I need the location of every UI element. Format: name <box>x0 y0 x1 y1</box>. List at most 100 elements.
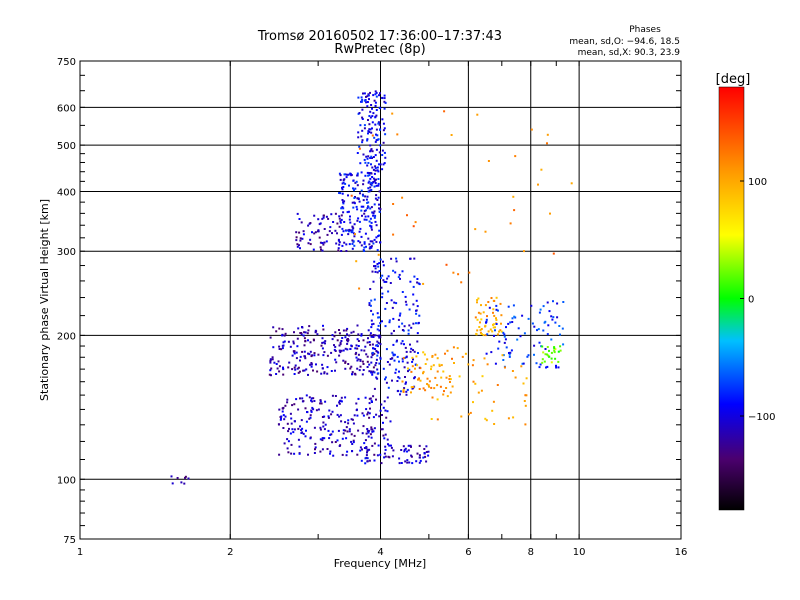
data-point <box>341 337 344 339</box>
y-tick-label: 75 <box>63 535 76 546</box>
data-point <box>377 351 380 354</box>
data-point <box>383 127 386 130</box>
data-point <box>298 452 301 455</box>
data-point <box>502 354 505 357</box>
y-axis-label: Stationary phase Virtual Height [km] <box>38 199 51 401</box>
data-point <box>300 333 303 336</box>
data-point <box>547 324 550 327</box>
data-point <box>407 367 409 370</box>
data-point <box>384 455 387 458</box>
data-point <box>559 333 561 336</box>
data-point <box>543 321 546 324</box>
data-point <box>370 131 373 134</box>
data-point <box>280 417 282 420</box>
data-point <box>375 398 377 401</box>
data-point <box>356 174 359 177</box>
data-point <box>492 311 494 314</box>
data-point <box>490 297 493 299</box>
data-point <box>281 347 284 350</box>
data-point <box>339 174 342 177</box>
data-point <box>308 396 311 399</box>
data-point <box>399 390 402 393</box>
data-point <box>184 476 186 479</box>
data-point <box>392 449 395 452</box>
data-point <box>356 347 359 350</box>
data-point <box>338 354 341 357</box>
data-point <box>310 363 313 366</box>
data-point <box>323 228 326 230</box>
data-point <box>404 376 406 378</box>
data-point <box>364 174 367 177</box>
data-point <box>317 353 320 356</box>
data-point <box>349 367 352 370</box>
data-point <box>389 420 392 423</box>
data-point <box>333 344 335 347</box>
data-point <box>320 402 323 405</box>
data-point <box>373 216 376 219</box>
data-point <box>314 446 317 449</box>
data-point <box>321 249 324 252</box>
data-point <box>374 265 377 267</box>
data-point <box>378 163 380 166</box>
data-point <box>310 399 312 402</box>
data-point <box>287 366 290 369</box>
data-point <box>342 207 345 210</box>
data-point <box>404 382 407 385</box>
data-point <box>398 325 401 328</box>
data-point <box>331 232 333 235</box>
data-point <box>338 329 340 331</box>
data-point <box>307 339 309 342</box>
data-point <box>544 353 547 356</box>
data-point <box>336 232 338 235</box>
data-point <box>548 355 551 358</box>
data-point <box>289 412 292 415</box>
data-point <box>416 364 419 367</box>
data-point <box>479 331 482 334</box>
data-point <box>398 377 401 380</box>
data-point <box>384 448 387 451</box>
data-point <box>334 441 337 443</box>
data-point <box>357 136 360 139</box>
colorbar-tick-label: −100 <box>748 412 775 423</box>
data-point <box>293 428 296 431</box>
data-point <box>371 373 374 376</box>
data-point <box>367 94 370 97</box>
data-point <box>322 214 325 217</box>
data-point <box>541 345 544 348</box>
data-point <box>367 201 370 204</box>
data-point <box>366 366 369 368</box>
data-point <box>379 128 381 131</box>
data-point <box>295 231 298 234</box>
stats-x: mean, sd,X: 90.3, 23.9 <box>578 48 681 58</box>
data-point <box>302 400 305 403</box>
data-point <box>495 319 498 321</box>
data-point <box>319 222 322 225</box>
data-point <box>385 348 388 351</box>
data-point <box>369 116 372 119</box>
data-point <box>342 181 345 184</box>
data-point <box>372 177 375 180</box>
data-point <box>376 328 379 331</box>
data-point <box>324 342 326 345</box>
data-point <box>550 357 553 360</box>
data-point <box>366 157 369 160</box>
data-point <box>493 300 496 302</box>
data-point <box>372 395 375 398</box>
data-point <box>297 371 300 374</box>
data-point <box>278 365 281 368</box>
data-point <box>426 358 429 361</box>
data-point <box>531 322 534 325</box>
data-point <box>351 242 354 245</box>
y-tick-label: 400 <box>57 187 76 198</box>
data-point <box>535 362 538 365</box>
data-point <box>350 231 353 234</box>
data-point <box>382 279 385 282</box>
data-point <box>419 459 422 462</box>
data-point <box>330 433 333 436</box>
data-point <box>536 329 538 332</box>
data-point <box>416 281 419 284</box>
data-point <box>385 381 388 384</box>
data-point <box>538 311 541 314</box>
data-point <box>345 426 348 429</box>
data-point <box>492 323 495 326</box>
